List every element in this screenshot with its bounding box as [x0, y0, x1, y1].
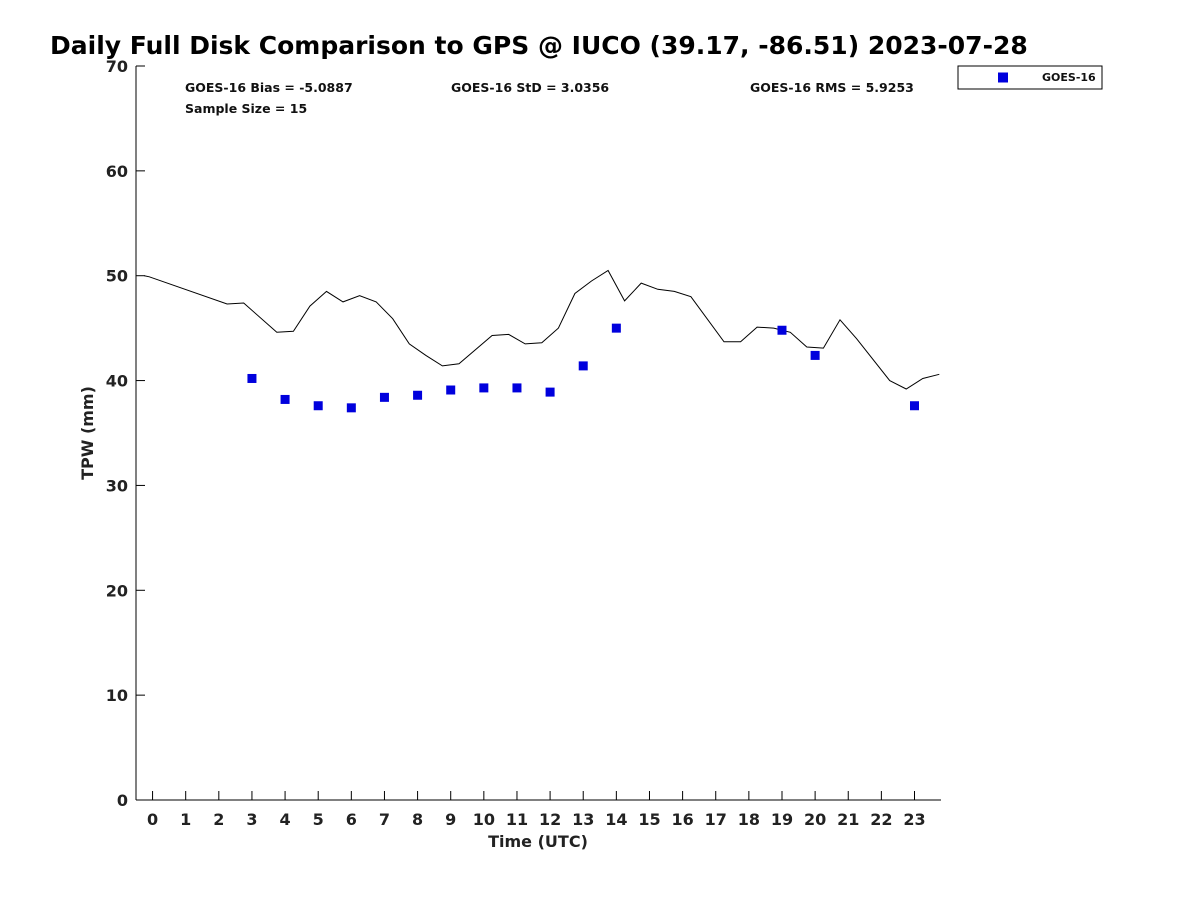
y-axis-ticks: 0 10 20 30 40 50 60 70: [106, 57, 145, 810]
goes16-point: [479, 383, 489, 393]
x-tick-label: 9: [445, 810, 456, 829]
x-tick-label: 20: [804, 810, 826, 829]
goes16-point: [578, 361, 588, 371]
gps-line-series: [144, 269, 940, 390]
goes16-point: [313, 401, 323, 411]
goes16-point: [379, 392, 389, 402]
x-tick-label: 0: [147, 810, 158, 829]
y-tick-label: 0: [117, 791, 128, 810]
x-tick-label: 13: [572, 810, 594, 829]
x-tick-label: 18: [738, 810, 760, 829]
rms-stat: GOES-16 RMS = 5.9253: [750, 80, 914, 95]
bias-stat: GOES-16 Bias = -5.0887: [185, 80, 353, 95]
x-tick-label: 1: [180, 810, 191, 829]
x-tick-label: 19: [771, 810, 793, 829]
legend-box: [957, 65, 1103, 90]
goes16-point: [810, 350, 820, 360]
x-tick-label: 12: [539, 810, 561, 829]
goes16-point: [247, 373, 257, 383]
gps-tpw-line: [144, 269, 940, 390]
x-tick-label: 3: [246, 810, 257, 829]
x-tick-label: 16: [671, 810, 693, 829]
goes16-point: [413, 390, 423, 400]
goes16-point: [346, 403, 356, 413]
x-tick-label: 17: [705, 810, 727, 829]
chart-title: Daily Full Disk Comparison to GPS @ IUCO…: [50, 31, 1028, 60]
std-stat: GOES-16 StD = 3.0356: [451, 80, 609, 95]
legend: GOES-16: [957, 65, 1103, 90]
goes16-point: [777, 325, 787, 335]
x-tick-label: 7: [379, 810, 390, 829]
x-tick-label: 10: [473, 810, 495, 829]
x-tick-label: 6: [346, 810, 357, 829]
y-tick-label: 70: [106, 57, 128, 76]
y-tick-label: 40: [106, 372, 128, 391]
goes16-point: [611, 323, 621, 333]
x-tick-label: 5: [313, 810, 324, 829]
y-tick-label: 60: [106, 162, 128, 181]
y-tick-label: 30: [106, 476, 128, 495]
goes16-point: [446, 385, 456, 395]
goes16-point: [280, 394, 290, 404]
goes16-point: [545, 387, 555, 397]
x-tick-label: 8: [412, 810, 423, 829]
x-tick-label: 21: [837, 810, 859, 829]
x-tick-label: 4: [280, 810, 291, 829]
goes16-point: [512, 383, 522, 393]
x-tick-label: 15: [638, 810, 660, 829]
x-tick-label: 22: [870, 810, 892, 829]
y-tick-label: 20: [106, 581, 128, 600]
x-tick-label: 23: [903, 810, 925, 829]
y-tick-label: 50: [106, 267, 128, 286]
legend-label-goes16: GOES-16: [1042, 71, 1096, 84]
sample-size-stat: Sample Size = 15: [185, 101, 307, 116]
x-tick-label: 2: [213, 810, 224, 829]
goes16-scatter-series: [247, 323, 919, 413]
x-tick-label: 14: [605, 810, 627, 829]
y-tick-label: 10: [106, 686, 128, 705]
x-tick-label: 11: [506, 810, 528, 829]
legend-marker-goes16: [998, 72, 1008, 83]
x-axis-ticks: 0 1 2 3 4 5 6 7 8 9 10 11 12 13 14 15 16 17 18 19 20 21 22 23: [147, 791, 926, 829]
goes16-point: [909, 401, 919, 411]
y-axis-label: TPW (mm): [78, 386, 97, 480]
x-axis-label: Time (UTC): [488, 832, 588, 851]
